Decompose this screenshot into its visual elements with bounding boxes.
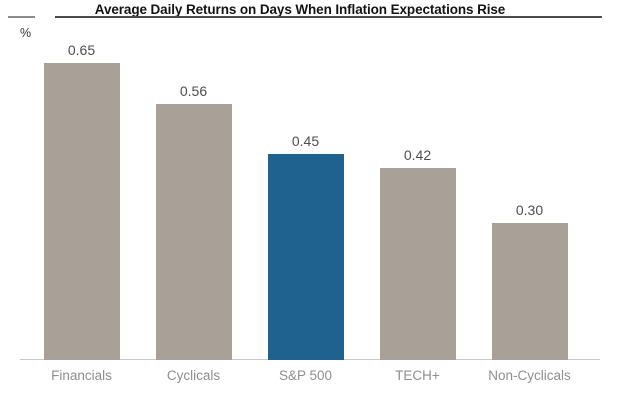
category-label: TECH+ bbox=[395, 368, 440, 383]
corner-dash bbox=[8, 16, 35, 18]
bar-group: 0.30 Non-Cyclicals bbox=[488, 202, 571, 383]
category-label: S&P 500 bbox=[278, 368, 333, 383]
bar-value-label: 0.30 bbox=[515, 202, 544, 218]
y-axis-unit-label: % bbox=[20, 26, 32, 40]
category-label: Financials bbox=[51, 368, 112, 383]
category-label: Cyclicals bbox=[166, 368, 221, 383]
bar-group: 0.42 TECH+ bbox=[379, 147, 456, 383]
bar bbox=[155, 104, 232, 360]
chart-title: Average Daily Returns on Days When Infla… bbox=[94, 2, 506, 17]
bar-group: 0.65 Financials bbox=[43, 42, 120, 383]
bar-group: 0.56 Cyclicals bbox=[155, 83, 232, 383]
bar-value-label: 0.65 bbox=[67, 42, 96, 58]
bar bbox=[491, 223, 568, 360]
bar-value-label: 0.45 bbox=[291, 133, 320, 149]
title-underline bbox=[55, 16, 602, 18]
category-label: Non-Cyclicals bbox=[488, 368, 571, 383]
bar bbox=[379, 168, 456, 360]
bar bbox=[267, 154, 344, 360]
bar-value-label: 0.56 bbox=[179, 83, 208, 99]
bar bbox=[43, 63, 120, 360]
bar-group: 0.45 S&P 500 bbox=[267, 133, 344, 383]
bar-value-label: 0.42 bbox=[403, 147, 432, 163]
